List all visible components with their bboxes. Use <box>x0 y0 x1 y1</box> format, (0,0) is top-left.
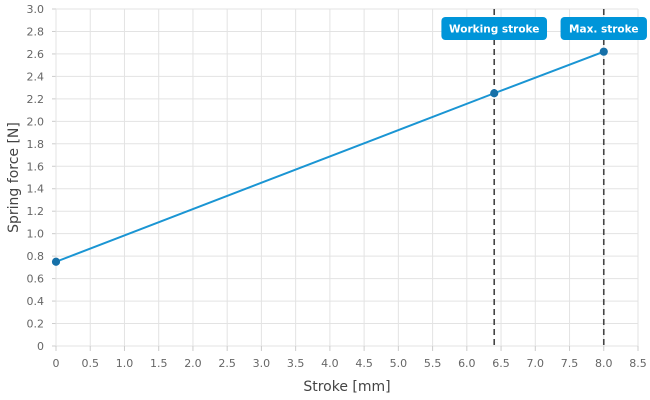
marker-badge-bg <box>441 17 548 40</box>
y-tick-label: 0 <box>37 340 44 353</box>
x-tick-label: 2.0 <box>184 357 202 370</box>
x-tick-label: 4.5 <box>355 357 373 370</box>
y-tick-label: 1.2 <box>27 205 45 218</box>
marker-label: Max. stroke <box>569 24 638 36</box>
x-tick-label: 3.0 <box>253 357 271 370</box>
y-tick-label: 2.6 <box>27 48 45 61</box>
x-tick-label: 2.5 <box>218 357 236 370</box>
y-tick-label: 2.0 <box>27 115 45 128</box>
grid <box>52 8 639 351</box>
x-tick-label: 0 <box>53 357 60 370</box>
series-layer <box>51 47 608 266</box>
y-tick-label: 3.0 <box>27 3 45 16</box>
y-tick-label: 1.4 <box>27 183 45 196</box>
y-tick-label: 1.6 <box>27 160 45 173</box>
x-tick-label: 1.5 <box>150 357 168 370</box>
x-axis-ticks: 0 0.5 1.0 1.5 2.0 2.5 3.0 3.5 4.0 4.5 5.0 5.5 6.0 6.5… <box>53 357 647 370</box>
x-tick-label: 0.5 <box>81 357 99 370</box>
x-tick-label: 3.5 <box>287 357 305 370</box>
x-tick-label: 5.5 <box>424 357 442 370</box>
data-point <box>51 257 61 266</box>
y-tick-label: 1.0 <box>27 228 45 241</box>
marker-badge: Working stroke <box>441 17 548 40</box>
y-tick-label: 0.6 <box>27 273 45 286</box>
marker-badge-bg <box>560 17 647 40</box>
y-tick-label: 0.4 <box>27 295 45 308</box>
y-tick-label: 2.4 <box>27 70 45 83</box>
y-tick-label: 2.8 <box>27 25 45 38</box>
data-point <box>599 47 608 56</box>
x-tick-label: 8.0 <box>595 357 613 370</box>
marker-badge: Max. stroke <box>560 17 647 40</box>
y-tick-label: 2.2 <box>27 93 45 106</box>
x-tick-label: 1.0 <box>116 357 134 370</box>
stroke-markers: Working stroke Max. stroke <box>441 9 647 346</box>
y-axis-ticks: 0 0.2 0.4 0.6 0.8 1.0 1.2 1.4 1.6 1.8 2.0 2.2 2.4 2.6… <box>27 3 45 353</box>
y-axis-title: Spring force [N] <box>6 122 22 233</box>
x-tick-label: 6.0 <box>458 357 476 370</box>
x-tick-label: 4.0 <box>321 357 339 370</box>
data-point <box>490 89 499 98</box>
y-tick-label: 0.8 <box>27 250 45 263</box>
y-tick-label: 1.8 <box>27 138 45 151</box>
x-tick-label: 7.0 <box>527 357 545 370</box>
x-axis-title: Stroke [mm] <box>303 379 390 395</box>
x-tick-label: 5.0 <box>390 357 408 370</box>
y-tick-label: 0.2 <box>27 318 45 331</box>
marker-label: Working stroke <box>449 24 539 36</box>
x-tick-label: 6.5 <box>492 357 510 370</box>
x-tick-label: 8.5 <box>629 357 647 370</box>
x-tick-label: 7.5 <box>561 357 579 370</box>
